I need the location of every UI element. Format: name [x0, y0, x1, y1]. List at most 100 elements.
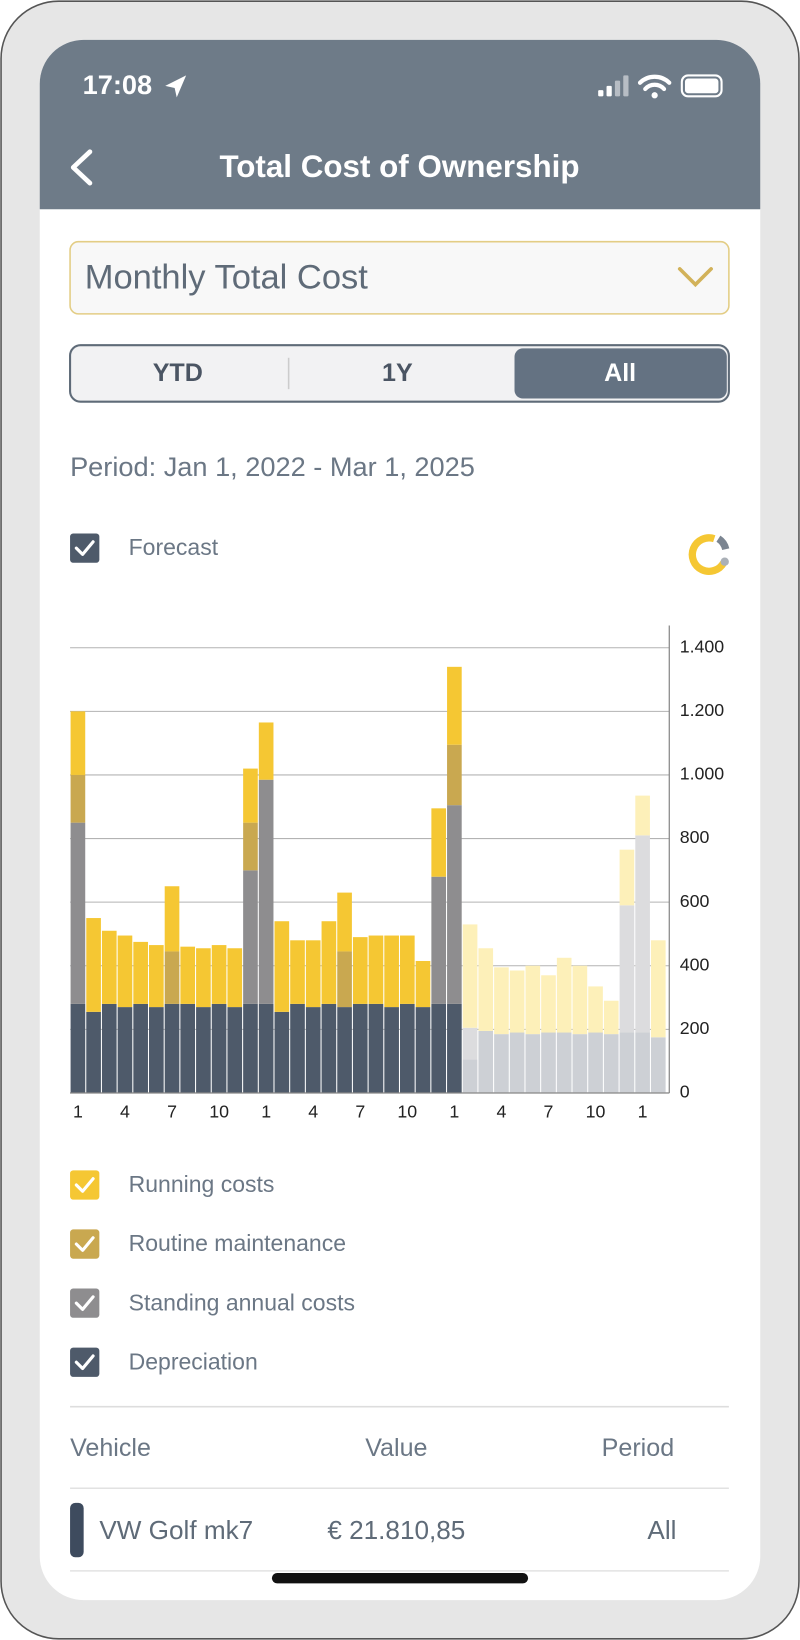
bar-segment [164, 1003, 180, 1093]
bar-segment [164, 951, 180, 1004]
y-tick-label: 1.000 [680, 764, 725, 784]
checkmark [74, 1177, 95, 1193]
bar-segment [227, 1007, 243, 1093]
bar-segment [368, 935, 384, 1004]
segment-label[interactable]: 1Y [382, 359, 413, 387]
bar-segment [164, 886, 180, 952]
x-tick-label: 10 [397, 1101, 417, 1121]
y-tick-label: 800 [680, 827, 710, 847]
bar-segment [337, 1007, 352, 1093]
bar-segment [635, 795, 650, 836]
bar-segment [603, 1000, 619, 1035]
dropdown[interactable] [69, 240, 730, 315]
bar-segment [556, 957, 572, 1033]
bar-segment [400, 1003, 415, 1093]
bar-segment [321, 921, 337, 1004]
bar-segment [447, 805, 462, 1004]
bar-segment [556, 1032, 572, 1093]
header-title: Total Cost of Ownership [219, 149, 579, 184]
wifi-icon [637, 74, 672, 92]
y-tick-label: 600 [680, 891, 710, 911]
bar-segment [635, 1032, 650, 1093]
bar-segment [274, 1011, 290, 1093]
location-icon [165, 75, 187, 98]
bar-segment [243, 1003, 258, 1093]
bar-segment [431, 1003, 447, 1093]
x-tick-label: 7 [167, 1101, 177, 1121]
bar-segment [133, 1003, 148, 1093]
bar-segment [117, 1007, 133, 1093]
x-tick-label: 4 [308, 1101, 318, 1121]
bar-segment [117, 935, 133, 1008]
x-tick-label: 4 [120, 1101, 130, 1121]
y-tick-label: 0 [680, 1082, 690, 1102]
bar-segment [509, 970, 525, 1033]
x-tick-label: 1 [73, 1101, 83, 1121]
x-tick-label: 7 [544, 1101, 554, 1121]
segmented-control: YTD 1Y All [69, 344, 730, 403]
legend-checkbox[interactable] [70, 1288, 100, 1318]
bar-segment [619, 849, 635, 906]
bar-segment [243, 768, 258, 823]
column-header: Value [365, 1434, 427, 1462]
legend-checkbox[interactable] [70, 1170, 100, 1200]
bar-segment [305, 940, 321, 1008]
home-indicator [271, 1572, 529, 1584]
y-tick-label: 1.200 [680, 700, 725, 720]
bar-segment [509, 1032, 525, 1093]
bar-segment [447, 666, 462, 745]
bar-segment [149, 945, 164, 1008]
bar-segment [337, 892, 352, 952]
bar-segment [525, 965, 541, 1035]
forecast-checkbox[interactable] [70, 533, 100, 563]
bar-segment [447, 744, 462, 806]
bar-segment [196, 1007, 211, 1093]
column-header: Period [602, 1434, 675, 1462]
legend-checkbox[interactable] [70, 1347, 100, 1377]
checkmark [74, 1354, 95, 1371]
checkmark [74, 1236, 95, 1252]
dropdown-label: Monthly Total Cost [85, 258, 369, 296]
segment-label[interactable]: All [604, 359, 636, 387]
x-tick-label: 1 [638, 1101, 648, 1121]
column-header: Vehicle [70, 1434, 151, 1462]
bar-segment [572, 965, 588, 1035]
bar-segment [525, 1034, 541, 1093]
x-tick-label: 7 [355, 1101, 365, 1121]
bar-segment [290, 1003, 305, 1093]
bar-segment [290, 940, 305, 1004]
bar-segment [211, 945, 227, 1004]
legend-label: Depreciation [129, 1348, 258, 1374]
table-cell: VW Golf mk7 [99, 1515, 253, 1545]
signal-icon [598, 75, 629, 97]
legend-label: Routine maintenance [129, 1230, 346, 1256]
segment-label[interactable]: YTD [153, 359, 203, 387]
bar-segment [258, 1003, 274, 1093]
bar-segment [305, 1007, 321, 1093]
bar-segment [588, 986, 603, 1033]
screen-bg [39, 39, 761, 1601]
bar-segment [541, 1032, 556, 1093]
bar-segment [619, 905, 635, 1033]
wifi-dot [651, 92, 658, 99]
bar-segment [211, 1003, 227, 1093]
bar-segment [258, 779, 274, 1004]
y-tick-label: 1.400 [680, 636, 725, 656]
back-button[interactable] [70, 149, 93, 186]
bar-segment [462, 1059, 478, 1093]
bar-segment [149, 1007, 164, 1093]
bar-segment [243, 870, 258, 1004]
x-tick-label: 4 [496, 1101, 506, 1121]
legend-label: Standing annual costs [129, 1289, 355, 1315]
legend-checkbox[interactable] [70, 1229, 100, 1259]
bar-segment [415, 1007, 431, 1093]
bar-segment [352, 1003, 368, 1093]
loading-spinner [688, 534, 730, 575]
bar-segment [462, 1027, 478, 1060]
header-bg [39, 39, 761, 210]
bar-segment [431, 808, 447, 877]
bar-segment [384, 935, 399, 1008]
bar-segment [180, 1003, 196, 1093]
checkmark [74, 1295, 95, 1311]
